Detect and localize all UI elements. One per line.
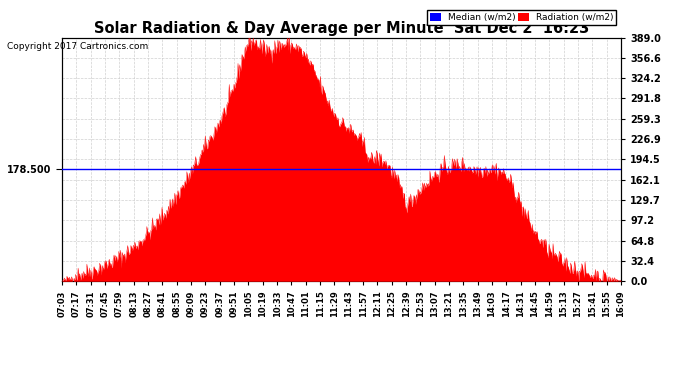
Text: Copyright 2017 Cartronics.com: Copyright 2017 Cartronics.com (7, 42, 148, 51)
Title: Solar Radiation & Day Average per Minute  Sat Dec 2  16:23: Solar Radiation & Day Average per Minute… (94, 21, 589, 36)
Legend: Median (w/m2), Radiation (w/m2): Median (w/m2), Radiation (w/m2) (427, 10, 616, 25)
